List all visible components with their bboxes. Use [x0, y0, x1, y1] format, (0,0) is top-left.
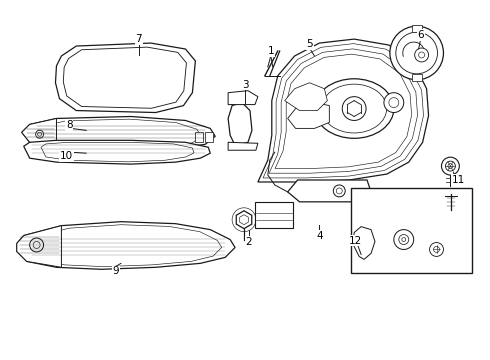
Bar: [412, 25, 421, 32]
Circle shape: [396, 32, 438, 74]
Text: 6: 6: [417, 30, 424, 40]
Text: 1: 1: [268, 46, 274, 56]
Ellipse shape: [321, 84, 387, 133]
Polygon shape: [228, 142, 258, 150]
Bar: [196, 132, 203, 142]
Circle shape: [441, 157, 459, 175]
Polygon shape: [236, 211, 252, 229]
Text: 11: 11: [452, 175, 465, 185]
Ellipse shape: [315, 79, 394, 138]
Bar: [412, 74, 421, 81]
Text: 7: 7: [136, 34, 142, 44]
Polygon shape: [55, 43, 196, 113]
Bar: [255, 202, 293, 228]
Polygon shape: [285, 83, 327, 111]
Circle shape: [390, 26, 443, 80]
Circle shape: [399, 235, 409, 244]
Circle shape: [342, 96, 366, 121]
Circle shape: [394, 230, 414, 249]
Circle shape: [430, 243, 443, 256]
Text: 5: 5: [306, 39, 313, 49]
Polygon shape: [258, 39, 429, 182]
Polygon shape: [24, 140, 210, 164]
Polygon shape: [22, 118, 56, 148]
Circle shape: [415, 48, 429, 62]
Text: 12: 12: [348, 235, 362, 246]
Polygon shape: [288, 103, 329, 129]
Polygon shape: [22, 117, 215, 150]
Polygon shape: [17, 222, 235, 269]
Text: 8: 8: [66, 121, 73, 130]
Polygon shape: [228, 91, 258, 105]
Text: 3: 3: [242, 80, 248, 90]
Circle shape: [36, 130, 44, 138]
Text: 9: 9: [113, 266, 120, 276]
Text: 2: 2: [245, 237, 252, 247]
Polygon shape: [228, 103, 252, 145]
Polygon shape: [17, 226, 61, 267]
Circle shape: [30, 238, 44, 252]
Circle shape: [384, 93, 404, 113]
Circle shape: [333, 185, 345, 197]
Polygon shape: [353, 227, 375, 260]
Text: 4: 4: [316, 230, 323, 240]
Text: 10: 10: [60, 151, 73, 161]
Bar: [205, 132, 213, 142]
Circle shape: [445, 161, 455, 171]
Polygon shape: [288, 180, 371, 202]
Bar: [351, 188, 472, 273]
